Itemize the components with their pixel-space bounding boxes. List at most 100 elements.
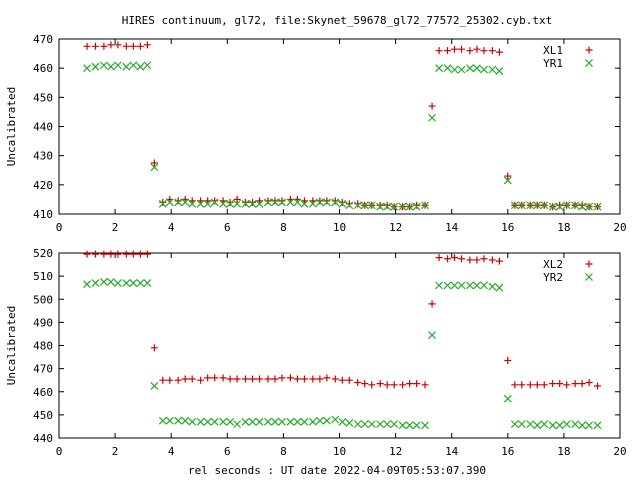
data-point-XL2 bbox=[383, 381, 391, 389]
data-point-YR1 bbox=[181, 198, 190, 207]
y-tick-label: 440 bbox=[33, 121, 53, 134]
y-tick-label: 490 bbox=[33, 316, 53, 329]
x-tick-label: 16 bbox=[501, 221, 514, 234]
data-point-XL2 bbox=[300, 375, 308, 383]
data-point-XL1 bbox=[451, 45, 459, 53]
data-point-YR2 bbox=[526, 420, 535, 429]
data-point-YR1 bbox=[526, 201, 535, 210]
data-point-YR1 bbox=[331, 198, 340, 207]
data-point-YR2 bbox=[383, 420, 392, 429]
data-point-YR2 bbox=[286, 417, 295, 426]
data-point-XL2 bbox=[293, 375, 301, 383]
data-point-YR1 bbox=[129, 61, 138, 70]
data-point-YR1 bbox=[241, 199, 250, 208]
data-point-XL1 bbox=[211, 197, 219, 205]
data-point-YR1 bbox=[435, 64, 444, 73]
data-point-XL2 bbox=[114, 250, 122, 258]
data-point-XL2 bbox=[129, 250, 137, 258]
data-point-YR1 bbox=[219, 199, 228, 208]
data-point-YR1 bbox=[488, 65, 497, 74]
data-point-XL2 bbox=[451, 254, 459, 262]
data-point-YR2 bbox=[315, 416, 324, 425]
data-point-XL1 bbox=[159, 198, 167, 206]
data-point-YR2 bbox=[255, 417, 264, 426]
series-XL2 bbox=[83, 250, 602, 390]
data-point-YR1 bbox=[188, 199, 197, 208]
x-tick-label: 16 bbox=[501, 445, 514, 458]
data-point-YR2 bbox=[412, 421, 421, 430]
data-point-XL1 bbox=[331, 197, 339, 205]
data-point-XL1 bbox=[413, 201, 421, 209]
data-point-XL2 bbox=[204, 374, 212, 382]
data-point-YR2 bbox=[367, 420, 376, 429]
data-point-YR2 bbox=[165, 416, 174, 425]
y-axis-label: Uncalibrated bbox=[5, 306, 18, 385]
data-point-YR2 bbox=[322, 416, 331, 425]
data-point-XL1 bbox=[129, 42, 137, 50]
x-tick-label: 12 bbox=[389, 221, 402, 234]
data-point-YR1 bbox=[398, 202, 407, 211]
legend-label: XL1 bbox=[543, 44, 563, 57]
data-point-YR1 bbox=[390, 202, 399, 211]
data-point-YR1 bbox=[412, 202, 421, 211]
y-tick-label: 410 bbox=[33, 208, 53, 221]
x-tick-label: 6 bbox=[224, 445, 231, 458]
data-point-YR2 bbox=[150, 382, 159, 390]
data-point-XL1 bbox=[376, 201, 384, 209]
data-point-YR2 bbox=[91, 279, 100, 287]
x-tick-label: 18 bbox=[557, 445, 570, 458]
data-point-XL2 bbox=[435, 254, 443, 262]
x-tick-label: 14 bbox=[445, 221, 459, 234]
y-tick-label: 470 bbox=[33, 363, 53, 376]
data-point-YR1 bbox=[143, 61, 152, 70]
y-tick-label: 520 bbox=[33, 247, 53, 260]
data-point-XL2 bbox=[594, 382, 602, 390]
data-point-YR2 bbox=[331, 415, 340, 424]
data-point-XL2 bbox=[406, 380, 414, 388]
data-point-YR1 bbox=[278, 198, 286, 207]
data-point-XL1 bbox=[316, 197, 324, 205]
data-point-YR2 bbox=[308, 417, 317, 426]
data-point-YR2 bbox=[293, 417, 302, 426]
data-point-YR1 bbox=[457, 65, 466, 74]
data-point-YR2 bbox=[174, 416, 183, 425]
data-point-XL1 bbox=[100, 42, 108, 50]
data-point-YR2 bbox=[338, 417, 347, 426]
data-point-YR2 bbox=[376, 420, 385, 429]
data-point-YR2 bbox=[345, 419, 354, 427]
data-point-YR2 bbox=[593, 421, 602, 430]
data-point-YR1 bbox=[136, 62, 145, 71]
data-point-YR2 bbox=[143, 279, 152, 287]
data-point-YR2 bbox=[480, 281, 488, 290]
legend-marker bbox=[585, 260, 593, 268]
x-tick-label: 12 bbox=[389, 445, 402, 458]
series-YR1 bbox=[83, 61, 602, 211]
series-YR2 bbox=[83, 277, 602, 430]
data-point-YR2 bbox=[99, 277, 108, 286]
data-point-XL1 bbox=[264, 197, 272, 205]
data-point-XL2 bbox=[91, 250, 99, 258]
data-point-YR2 bbox=[503, 394, 512, 403]
legend-label: YR2 bbox=[543, 271, 563, 284]
y-tick-label: 440 bbox=[33, 432, 53, 445]
data-point-YR2 bbox=[210, 417, 219, 426]
data-point-XL1 bbox=[495, 48, 503, 56]
data-point-YR2 bbox=[510, 420, 519, 429]
data-point-YR2 bbox=[540, 420, 549, 429]
x-tick-label: 0 bbox=[56, 445, 63, 458]
data-point-YR2 bbox=[271, 417, 279, 426]
data-point-YR1 bbox=[443, 64, 452, 73]
data-point-YR1 bbox=[150, 163, 159, 172]
data-point-XL1 bbox=[271, 197, 279, 205]
data-point-YR1 bbox=[286, 198, 295, 207]
data-point-XL2 bbox=[390, 381, 398, 389]
data-point-XL1 bbox=[174, 197, 182, 205]
data-point-XL2 bbox=[480, 255, 488, 263]
x-tick-label: 18 bbox=[557, 221, 570, 234]
data-point-YR1 bbox=[571, 201, 580, 210]
chart-title: HIRES continuum, gl72, file:Skynet_59678… bbox=[122, 14, 552, 27]
data-point-YR1 bbox=[233, 199, 242, 208]
data-point-XL2 bbox=[526, 381, 534, 389]
data-point-XL2 bbox=[150, 344, 158, 352]
